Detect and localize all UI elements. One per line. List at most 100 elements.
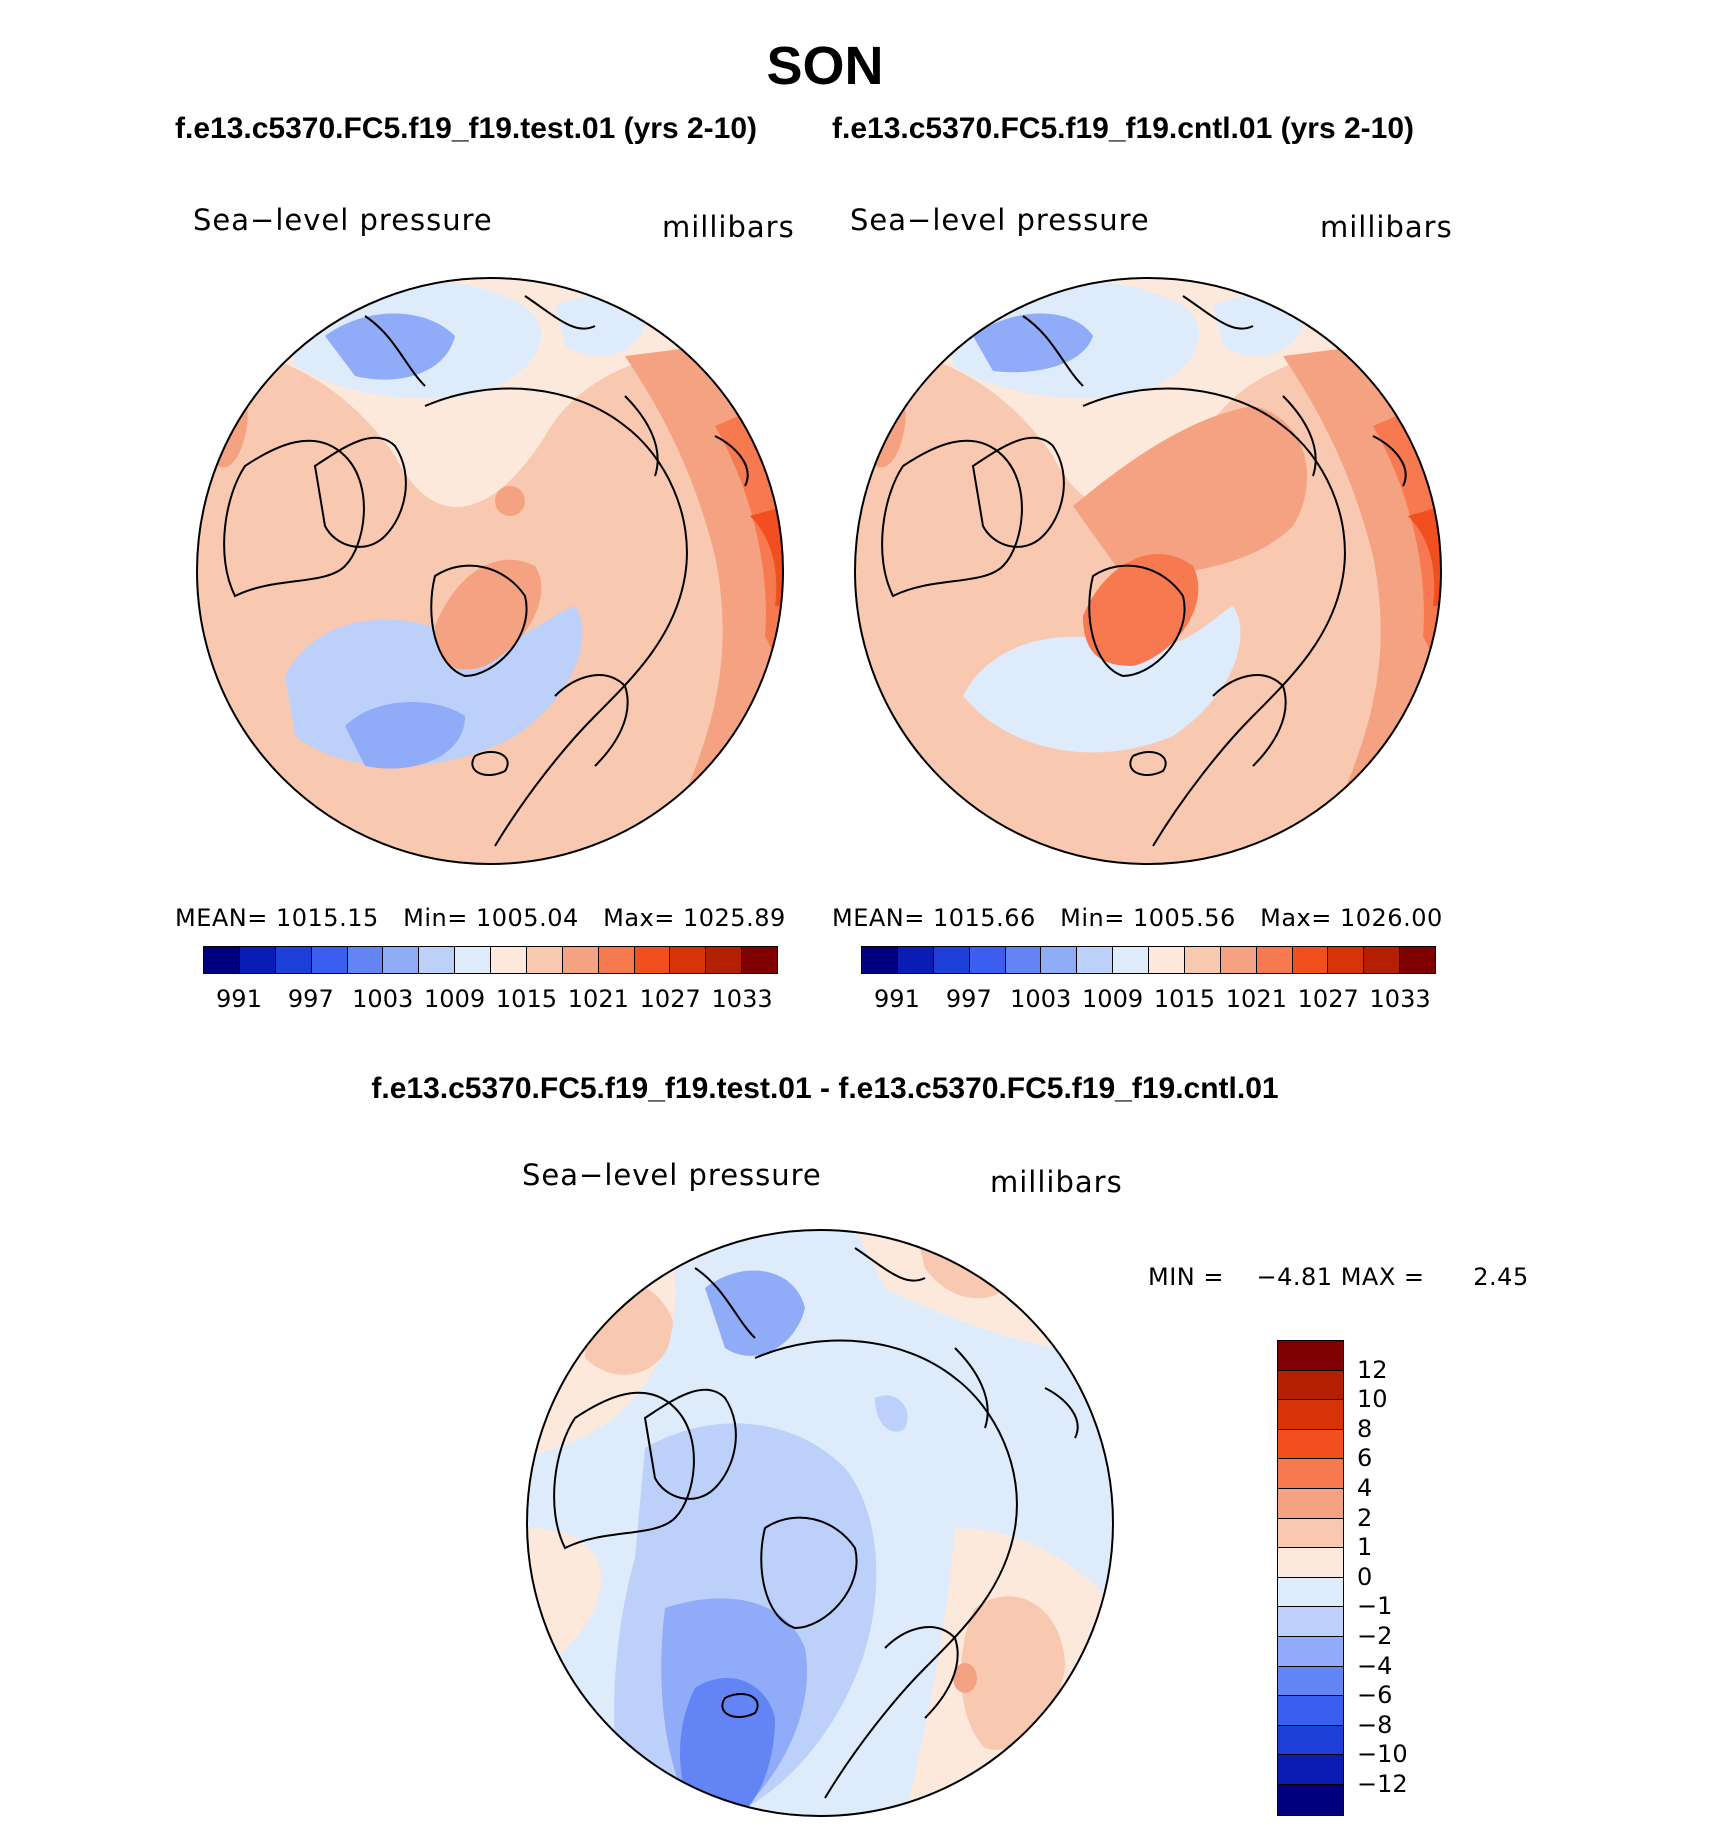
colorbar-swatch (1278, 1488, 1343, 1519)
colorbar-swatch (1278, 1370, 1343, 1401)
cntl-colorbar (861, 946, 1436, 974)
colorbar-swatch (1278, 1696, 1343, 1726)
test-variable-label: Sea−level pressure (193, 203, 493, 237)
colorbar-tick-label: 997 (945, 985, 992, 1013)
colorbar-swatch (1278, 1755, 1343, 1785)
colorbar-swatch (562, 947, 599, 973)
test-max-value: 1025.89 (683, 904, 786, 932)
diff-min-label: MIN = (1148, 1263, 1224, 1291)
colorbar-tick-label: −10 (1357, 1740, 1408, 1769)
cntl-min-label: Min= (1060, 904, 1125, 932)
diff-max-label: MAX = (1340, 1263, 1425, 1291)
colorbar-swatch (1278, 1607, 1343, 1637)
colorbar-tick-label: 6 (1357, 1444, 1373, 1473)
colorbar-swatch (670, 947, 707, 973)
colorbar-swatch (1278, 1666, 1343, 1697)
cntl-max-label: Max= (1260, 904, 1332, 932)
colorbar-swatch (275, 947, 312, 973)
colorbar-swatch (1278, 1548, 1343, 1578)
diff-stats: MIN = −4.81 MAX = 2.45 (1148, 1263, 1529, 1291)
colorbar-tick-label: 991 (874, 985, 920, 1013)
colorbar-swatch (598, 947, 635, 973)
colorbar-swatch (933, 947, 970, 973)
colorbar-swatch (1278, 1784, 1343, 1815)
test-polar-map (196, 277, 784, 865)
colorbar-tick-label: −1 (1357, 1592, 1393, 1621)
cntl-mean-value: 1015.66 (933, 904, 1036, 932)
colorbar-tick-label: 0 (1357, 1562, 1373, 1591)
colorbar-swatch (1364, 947, 1401, 973)
colorbar-tick-label: 1015 (1153, 985, 1215, 1013)
colorbar-swatch (1278, 1518, 1343, 1549)
colorbar-tick-label: 1033 (1369, 985, 1431, 1013)
colorbar-swatch (1278, 1577, 1343, 1608)
colorbar-tick-label: 1009 (1082, 985, 1144, 1013)
colorbar-tick-label: 1033 (711, 985, 773, 1013)
colorbar-tick-label: −2 (1357, 1622, 1393, 1650)
colorbar-tick-label: 12 (1357, 1355, 1388, 1384)
diff-units-label: millibars (990, 1165, 1123, 1199)
colorbar-swatch (1256, 947, 1293, 973)
diff-min-value: −4.81 (1256, 1263, 1333, 1291)
colorbar-tick-label: 1 (1357, 1533, 1373, 1562)
cntl-case-title: f.e13.c5370.FC5.f19_f19.cntl.01 (yrs 2-1… (832, 112, 1414, 145)
cntl-min-value: 1005.56 (1132, 904, 1236, 932)
colorbar-swatch (1278, 1400, 1343, 1430)
cntl-polar-map (854, 277, 1442, 865)
colorbar-swatch (862, 947, 898, 973)
cntl-max-value: 1026.00 (1340, 904, 1443, 932)
diff-colorbar (1277, 1340, 1344, 1816)
colorbar-tick-label: 1009 (424, 985, 486, 1013)
colorbar-swatch (455, 947, 491, 973)
test-units-label: millibars (662, 210, 795, 244)
figure-title: SON (766, 36, 884, 96)
colorbar-tick-label: 1003 (1010, 985, 1072, 1013)
colorbar-swatch (1278, 1429, 1343, 1460)
test-mean-value: 1015.15 (276, 904, 379, 932)
test-mean-label: MEAN= (175, 904, 268, 932)
colorbar-swatch (1292, 947, 1329, 973)
colorbar-swatch (1077, 947, 1114, 973)
cntl-mean-label: MEAN= (832, 904, 925, 932)
colorbar-swatch (969, 947, 1006, 973)
colorbar-swatch (1041, 947, 1078, 973)
colorbar-swatch (311, 947, 348, 973)
colorbar-swatch (1278, 1636, 1343, 1667)
cntl-stats: MEAN= 1015.66 Min= 1005.56 Max= 1026.00 (832, 904, 1443, 932)
colorbar-swatch (347, 947, 384, 973)
colorbar-tick-label: 10 (1357, 1385, 1388, 1414)
colorbar-tick-label: 1021 (1225, 985, 1287, 1013)
test-max-label: Max= (603, 904, 675, 932)
colorbar-swatch (1149, 947, 1185, 973)
colorbar-tick-label: 1027 (639, 985, 701, 1013)
colorbar-swatch (204, 947, 240, 973)
colorbar-swatch (383, 947, 420, 973)
cntl-units-label: millibars (1320, 210, 1453, 244)
test-colorbar (203, 946, 778, 974)
colorbar-tick-label: 2 (1357, 1503, 1373, 1532)
colorbar-tick-label: −8 (1357, 1710, 1393, 1739)
colorbar-swatch (1400, 947, 1435, 973)
test-case-title: f.e13.c5370.FC5.f19_f19.test.01 (yrs 2-1… (175, 112, 758, 145)
cntl-variable-label: Sea−level pressure (850, 203, 1150, 237)
colorbar-swatch (634, 947, 671, 973)
diff-case-title: f.e13.c5370.FC5.f19_f19.test.01 - f.e13.… (371, 1072, 1279, 1105)
test-min-value: 1005.04 (475, 904, 579, 932)
colorbar-swatch (1278, 1725, 1343, 1756)
colorbar-tick-label: 1015 (495, 985, 557, 1013)
diff-variable-label: Sea−level pressure (522, 1158, 822, 1192)
colorbar-tick-label: 1021 (567, 985, 629, 1013)
colorbar-tick-label: 991 (216, 985, 262, 1013)
colorbar-tick-label: 8 (1357, 1414, 1373, 1443)
diff-polar-map (526, 1229, 1114, 1817)
colorbar-swatch (1328, 947, 1365, 973)
colorbar-tick-label: −12 (1357, 1770, 1408, 1798)
colorbar-swatch (1278, 1341, 1343, 1371)
colorbar-swatch (419, 947, 456, 973)
test-min-label: Min= (403, 904, 468, 932)
colorbar-swatch (706, 947, 743, 973)
colorbar-tick-label: 4 (1357, 1474, 1373, 1502)
colorbar-tick-label: −4 (1357, 1651, 1393, 1680)
test-stats: MEAN= 1015.15 Min= 1005.04 Max= 1025.89 (175, 904, 786, 932)
colorbar-swatch (897, 947, 934, 973)
